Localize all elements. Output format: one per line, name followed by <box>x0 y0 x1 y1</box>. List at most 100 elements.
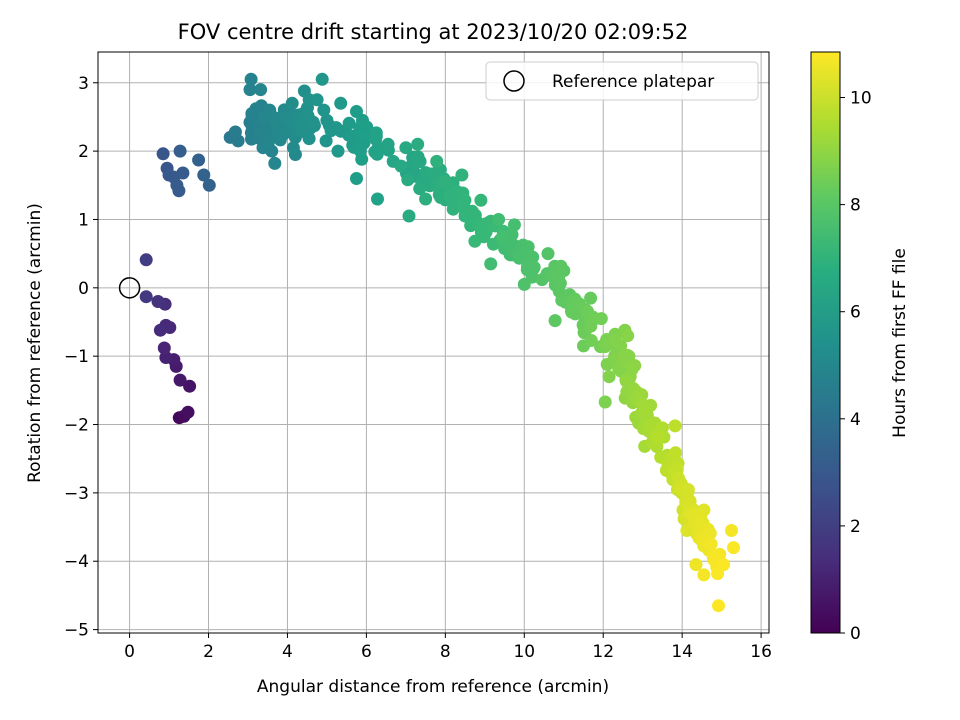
data-point <box>598 395 612 409</box>
data-point <box>172 184 186 198</box>
data-point <box>381 137 395 151</box>
data-point <box>621 329 635 343</box>
data-point <box>614 339 628 353</box>
colorbar-tick-label: 4 <box>850 410 861 430</box>
data-point <box>669 446 682 460</box>
data-point <box>286 141 300 155</box>
data-point <box>243 83 257 97</box>
data-point <box>285 96 299 110</box>
data-point <box>527 260 541 274</box>
data-point <box>468 234 482 248</box>
data-point <box>492 213 506 226</box>
data-point <box>413 182 427 196</box>
data-point <box>584 291 598 305</box>
data-point <box>650 440 664 454</box>
data-point <box>317 103 331 117</box>
reference-marker-layer <box>118 277 141 299</box>
colorbar-label: Hours from first FF file <box>890 248 910 438</box>
data-point <box>554 259 568 273</box>
y-tick-label: −3 <box>64 484 89 504</box>
data-point <box>541 247 555 261</box>
data-point <box>725 524 738 537</box>
x-tick-label: 14 <box>671 642 693 662</box>
data-point <box>621 348 634 362</box>
data-point <box>329 121 343 135</box>
x-tick-label: 12 <box>592 642 614 662</box>
data-point <box>157 341 171 355</box>
y-tick-label: −2 <box>64 416 89 436</box>
data-point <box>310 93 324 107</box>
data-point <box>548 314 562 328</box>
data-point <box>507 218 521 232</box>
colorbar-tick-label: 8 <box>850 196 861 216</box>
legend-marker <box>503 70 525 92</box>
data-point <box>139 253 153 267</box>
y-tick-label: −5 <box>64 621 89 641</box>
data-point <box>350 172 363 185</box>
x-tick-label: 2 <box>203 642 214 662</box>
data-point <box>173 373 187 387</box>
data-point <box>183 379 197 393</box>
data-point <box>478 219 492 233</box>
data-point <box>334 96 348 110</box>
data-point <box>302 132 316 146</box>
data-point <box>360 120 374 134</box>
data-point <box>371 192 384 206</box>
x-axis-ticks: 0 2 4 6 8 10 12 14 16 <box>124 633 772 662</box>
data-point <box>584 334 598 347</box>
data-point <box>689 558 703 572</box>
data-point <box>244 72 258 86</box>
data-point <box>401 173 415 187</box>
data-point <box>261 134 275 148</box>
data-point <box>438 175 452 189</box>
grid-lines <box>98 52 769 633</box>
x-tick-label: 16 <box>750 642 772 662</box>
x-tick-label: 6 <box>361 642 372 662</box>
data-point <box>419 192 433 206</box>
colorbar-tick-label: 0 <box>850 624 861 644</box>
data-point <box>301 109 315 123</box>
data-point <box>496 230 510 244</box>
data-point <box>202 178 216 192</box>
data-point <box>331 144 345 158</box>
plot-frame <box>97 51 770 634</box>
data-point <box>717 558 731 572</box>
data-point <box>139 290 153 304</box>
x-tick-label: 10 <box>513 642 535 662</box>
data-point <box>173 144 187 158</box>
y-tick-label: 0 <box>78 279 89 299</box>
legend-box <box>485 61 759 101</box>
data-point <box>254 83 268 97</box>
chart-title: FOV centre drift starting at 2023/10/20 … <box>178 20 689 44</box>
y-tick-label: 3 <box>78 74 89 94</box>
colorbar <box>810 51 841 634</box>
data-point <box>443 189 457 202</box>
data-points <box>139 72 740 613</box>
data-point <box>704 537 718 551</box>
data-point <box>368 145 382 159</box>
data-point <box>153 323 167 337</box>
data-point <box>712 599 725 613</box>
y-tick-label: −4 <box>64 552 89 572</box>
data-point <box>430 154 444 168</box>
x-tick-label: 0 <box>124 642 135 662</box>
legend-label: Reference platepar <box>552 72 714 92</box>
data-point <box>315 72 329 86</box>
data-point <box>697 568 711 582</box>
data-point <box>651 430 665 444</box>
data-point <box>602 370 616 384</box>
data-point <box>411 137 425 151</box>
data-point <box>681 483 695 497</box>
data-point <box>181 405 195 419</box>
colorbar-ticks: 0 2 4 6 8 10 <box>840 89 872 644</box>
y-axis-label: Rotation from reference (arcmin) <box>25 203 45 483</box>
data-point <box>484 257 498 271</box>
data-point <box>192 153 206 167</box>
data-point <box>594 312 608 326</box>
data-point <box>638 404 652 418</box>
data-point <box>727 541 740 555</box>
data-point <box>268 156 282 170</box>
data-point <box>176 166 190 180</box>
data-point <box>399 141 413 155</box>
